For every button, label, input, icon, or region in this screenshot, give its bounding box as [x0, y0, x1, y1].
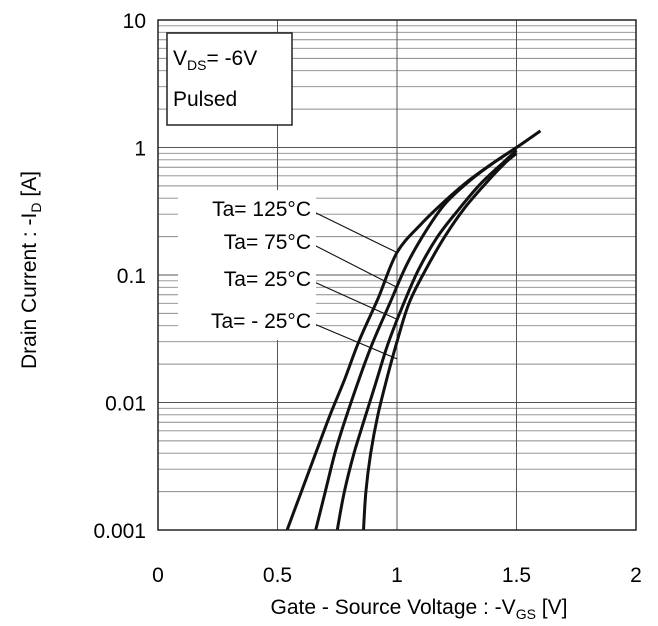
y-tick-label: 1: [134, 138, 146, 161]
x-tick-label: 0.5: [263, 564, 292, 587]
y-axis-title: Drain Current : -ID [A]: [18, 171, 44, 369]
x-axis-title: Gate - Source Voltage : -VGS [V]: [271, 596, 568, 622]
series-line-1: [314, 146, 518, 531]
condition-vds: VDS= -6V: [173, 47, 257, 73]
legend-label-minus25c: Ta= - 25°C: [211, 310, 311, 333]
y-tick-label: 0.1: [117, 265, 146, 288]
x-tick-label: 0: [152, 564, 164, 587]
curves: [285, 129, 542, 531]
legend: Ta= 125°C Ta= 75°C Ta= 25°C Ta= - 25°C: [178, 190, 316, 340]
series-line-2: [335, 149, 518, 531]
legend-leader-lines: [311, 210, 398, 360]
leader-line-0: [311, 210, 398, 254]
y-tick-label: 0.01: [105, 393, 146, 416]
x-tick-label: 2: [630, 564, 642, 587]
series-line-3: [362, 152, 518, 531]
leader-line-1: [311, 243, 398, 288]
y-tick-label: 10: [123, 10, 146, 33]
plot-frame: [157, 19, 637, 531]
legend-label-75c: Ta= 75°C: [224, 231, 311, 254]
leader-line-3: [311, 322, 398, 360]
y-tick-label: 0.001: [93, 520, 146, 543]
y-tick-labels: 0.001 0.01 0.1 1 10: [93, 10, 146, 543]
leader-line-2: [311, 280, 398, 320]
condition-pulsed: Pulsed: [173, 88, 237, 111]
legend-label-25c: Ta= 25°C: [224, 268, 311, 291]
series-line-0: [285, 129, 542, 531]
x-tick-label: 1: [391, 564, 403, 587]
grid: [158, 20, 636, 531]
x-tick-labels: 0 0.5 1 1.5 2: [152, 564, 642, 587]
x-tick-label: 1.5: [502, 564, 531, 587]
conditions-box: VDS= -6V Pulsed: [166, 32, 293, 126]
legend-label-125c: Ta= 125°C: [212, 198, 311, 221]
